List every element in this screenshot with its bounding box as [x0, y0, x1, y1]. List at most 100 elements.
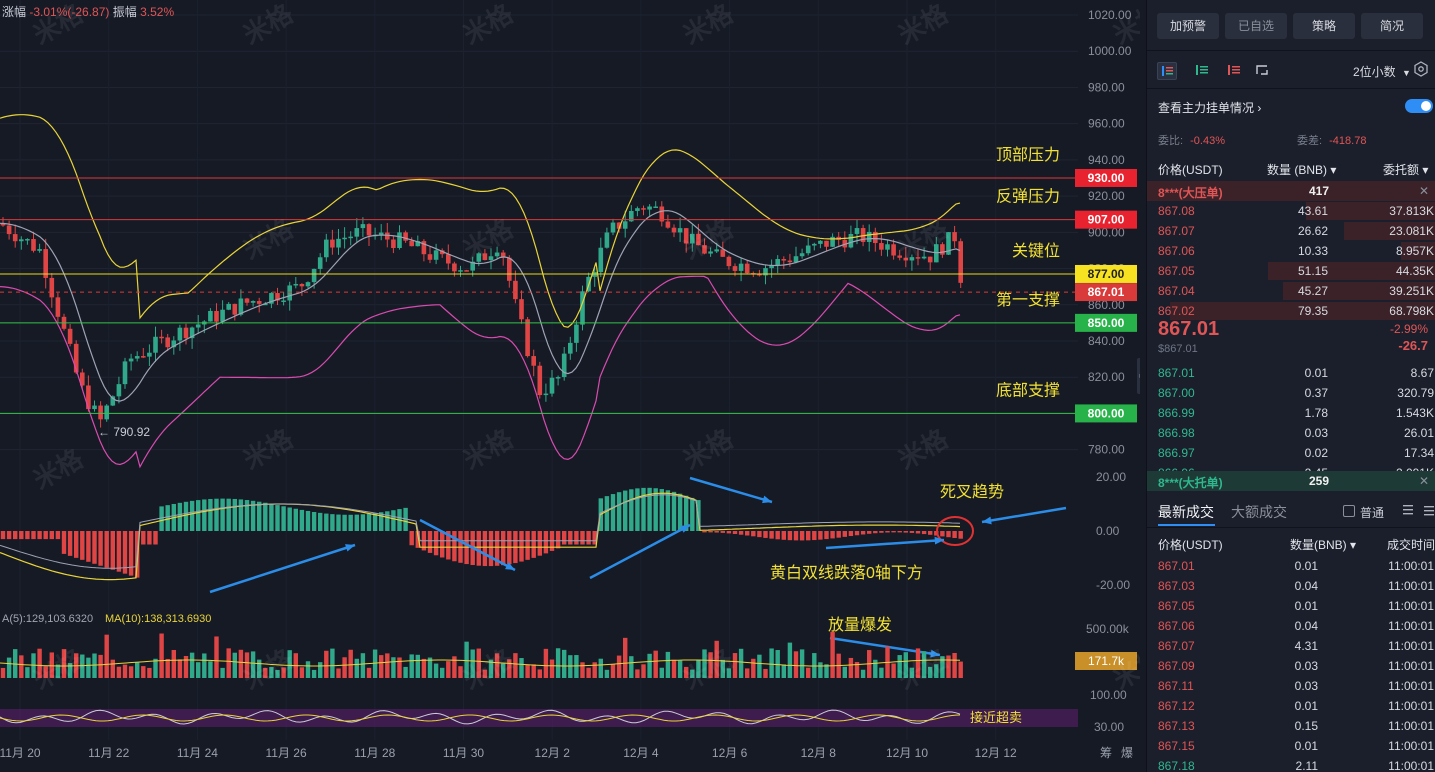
macd-bar — [586, 531, 591, 545]
kline-chart[interactable]: 1020.00 1000.00 980.00 960.00 940.00 920.00 90… — [0, 0, 1140, 772]
ask-price: 867.04 — [1158, 284, 1195, 298]
macd-bar — [568, 531, 573, 545]
ask-row[interactable]: 867.02 79.35 68.798K — [1147, 301, 1435, 321]
bid-total: 320.79 — [1397, 386, 1434, 400]
candle-body — [330, 239, 335, 248]
candle-body — [208, 310, 213, 322]
trend-arrow — [209, 543, 356, 594]
volume-bar — [37, 648, 42, 678]
big-buy-label: 8***(大托单) — [1158, 476, 1223, 490]
volume-bar — [549, 659, 555, 678]
trade-time: 11:00:01 — [1388, 559, 1434, 573]
trade-qty: 0.01 — [1294, 599, 1318, 613]
bid-row[interactable]: 867.01 0.01 8.67 — [1147, 363, 1435, 383]
volume-bar — [6, 657, 12, 678]
level-price-tag[interactable] — [1075, 283, 1137, 302]
level-price-tag[interactable] — [1075, 264, 1137, 283]
ask-row[interactable]: 867.07 26.62 23.081K — [1147, 221, 1435, 241]
level-price-tag[interactable] — [1075, 313, 1137, 332]
ask-row[interactable]: 867.08 43.61 37.813K — [1147, 201, 1435, 221]
trade-qty: 0.04 — [1294, 619, 1318, 633]
orderbook-trades-icon[interactable] — [1253, 62, 1271, 78]
candle-body — [165, 337, 170, 348]
ask-row[interactable]: 867.04 45.27 39.251K — [1147, 281, 1435, 301]
trade-time: 11:00:01 — [1388, 619, 1434, 633]
ask-qty: 10.33 — [1297, 244, 1328, 258]
trade-col-qty[interactable]: 数量(BNB) ▾ — [1290, 538, 1357, 552]
level-price-tag[interactable] — [1075, 210, 1137, 229]
main-orders-toggle[interactable] — [1405, 99, 1433, 113]
macd-bar — [330, 514, 335, 531]
macd-bar — [757, 531, 762, 538]
big-buy-order-row[interactable]: 8***(大托单) 259 ✕ — [1147, 471, 1435, 491]
orderbook-buy-icon[interactable] — [1193, 62, 1211, 78]
candle-body — [244, 298, 250, 303]
macd-bar — [940, 531, 945, 537]
level-price-tag[interactable] — [1075, 404, 1137, 423]
volume-bar — [171, 649, 176, 678]
col-qty[interactable]: 数量 (BNB) ▾ — [1267, 163, 1337, 177]
macd-bar — [616, 492, 622, 531]
add-alert-button[interactable]: 加预警 — [1157, 13, 1219, 39]
volume-bar — [592, 662, 597, 678]
candle-body — [683, 228, 689, 244]
big-sell-order-row[interactable]: 8***(大压单) 417 ✕ — [1147, 181, 1435, 201]
candle-body — [171, 340, 177, 348]
more-icon[interactable] — [1423, 503, 1435, 517]
weicha-value: -418.78 — [1329, 135, 1367, 147]
close-icon[interactable]: ✕ — [1419, 184, 1430, 198]
macd-bar — [67, 531, 73, 556]
bid-row[interactable]: 866.99 1.78 1.543K — [1147, 403, 1435, 423]
tab-latest-trades[interactable]: 最新成交 — [1158, 504, 1214, 520]
filter-list-icon[interactable] — [1401, 503, 1415, 517]
bid-row[interactable]: 866.98 0.03 26.01 — [1147, 423, 1435, 443]
ask-row[interactable]: 867.06 10.33 8.957K — [1147, 241, 1435, 261]
ask-row[interactable]: 867.05 51.15 44.35K — [1147, 261, 1435, 281]
close-icon[interactable]: ✕ — [1419, 474, 1430, 488]
macd-bar — [714, 531, 719, 533]
ask-qty: 79.35 — [1297, 304, 1328, 318]
level-price-tag[interactable] — [1075, 168, 1137, 187]
candle-body — [446, 254, 451, 264]
macd-bar — [708, 531, 713, 533]
volume-bar — [104, 634, 109, 678]
col-total[interactable]: 委托额 ▾ — [1383, 163, 1429, 177]
trade-price: 867.01 — [1158, 559, 1195, 573]
macd-bar — [348, 514, 353, 531]
volume-bar — [43, 666, 48, 678]
favorited-button[interactable]: 已自选 — [1225, 13, 1287, 39]
overview-button[interactable]: 简况 — [1361, 13, 1423, 39]
trade-row: 867.18 2.11 11:00:01 — [1147, 756, 1435, 772]
candle-body — [281, 300, 286, 303]
volume-bar — [415, 654, 420, 678]
tab-large-trades[interactable]: 大额成交 — [1231, 504, 1287, 520]
main-orders-link[interactable]: 查看主力挂单情况 › — [1158, 99, 1261, 116]
macd-bar — [196, 500, 201, 531]
collapse-panel-handle[interactable]: ▸ — [1137, 358, 1140, 394]
amplitude-label: 振幅 — [112, 5, 137, 19]
candle-body — [568, 342, 573, 354]
candle-body — [366, 224, 372, 236]
level-price-label: 800.00 — [1088, 406, 1125, 420]
macd-bar — [519, 531, 524, 562]
change-stats: 涨幅 -3.01%(-26.87) 振幅 3.52% — [2, 3, 174, 20]
macd-bar — [433, 531, 439, 556]
level-annotation: 顶部压力 — [996, 146, 1060, 164]
bid-row[interactable]: 867.00 0.37 320.79 — [1147, 383, 1435, 403]
normal-checkbox[interactable] — [1343, 505, 1355, 517]
trade-col-time: 成交时间 — [1387, 538, 1435, 552]
macd-bar — [671, 491, 677, 531]
kline-chart-area[interactable]: 1020.00 1000.00 980.00 960.00 940.00 920.00 90… — [0, 0, 1140, 772]
volume-bar — [647, 653, 652, 678]
candle-body — [805, 245, 811, 254]
settings-gear-icon[interactable] — [1413, 61, 1429, 77]
decimal-select[interactable]: 2位小数 ▼ — [1353, 63, 1411, 80]
bid-row[interactable]: 866.97 0.02 17.34 — [1147, 443, 1435, 463]
candle-body — [854, 228, 860, 234]
volume-current-label: 171.7k — [1088, 654, 1125, 668]
strategy-button[interactable]: 策略 — [1293, 13, 1355, 39]
macd-bar — [574, 531, 579, 545]
orderbook-both-icon[interactable] — [1157, 62, 1177, 80]
orderbook-sell-icon[interactable] — [1225, 62, 1243, 78]
trade-price: 867.12 — [1158, 699, 1195, 713]
